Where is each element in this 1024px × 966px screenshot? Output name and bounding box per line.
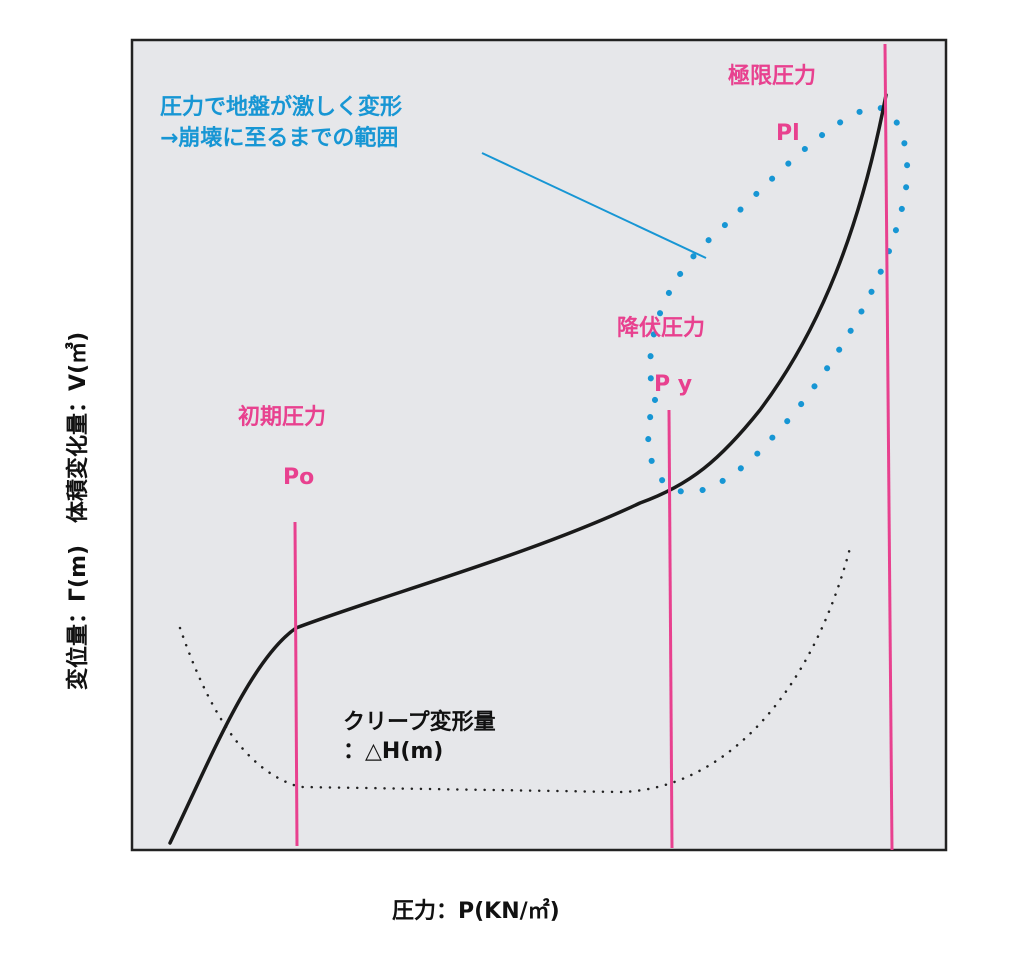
annotation-line-2: →崩壊に至るまでの範囲 <box>160 125 398 151</box>
creep-deformation-curve <box>178 546 852 794</box>
yield-pressure-symbol: P y <box>654 372 692 397</box>
annotation-line-1: 圧力で地盤が激しく変形 <box>160 94 402 120</box>
ultimate-pressure-line <box>883 43 894 851</box>
yield-pressure-title: 降伏圧力 <box>617 315 705 341</box>
x-axis-label: 圧力：P(KN/㎡) <box>392 898 560 924</box>
failure-range-ellipse <box>645 104 911 496</box>
y-axis-label: 変位量：Γ(m) 体積変化量：V(㎥) <box>65 332 91 690</box>
creep-label-line-2: ：△H(m) <box>343 739 443 764</box>
initial-pressure-symbol: Po <box>283 465 314 490</box>
yield-pressure-line <box>667 409 674 849</box>
pressure-displacement-curve <box>168 93 888 845</box>
annotation-pointer <box>481 152 707 259</box>
ultimate-pressure-title: 極限圧力 <box>728 63 816 89</box>
ultimate-pressure-symbol: Pl <box>776 121 800 146</box>
creep-label-line-1: クリープ変形量 <box>343 709 496 735</box>
initial-pressure-line <box>293 521 299 847</box>
initial-pressure-title: 初期圧力 <box>238 404 326 430</box>
plot-area <box>130 38 948 852</box>
